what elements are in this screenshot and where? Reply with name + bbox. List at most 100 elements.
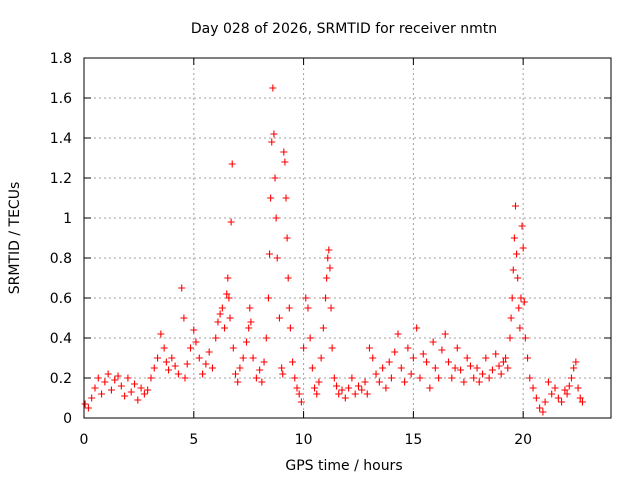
data-point [504, 364, 512, 372]
data-point [127, 388, 135, 396]
data-point [565, 382, 573, 390]
data-point [382, 384, 390, 392]
data-point [554, 394, 562, 402]
data-point [315, 378, 323, 386]
data-point [212, 334, 220, 342]
data-point [232, 370, 240, 378]
data-point [506, 334, 514, 342]
data-point [327, 304, 335, 312]
data-point [372, 370, 380, 378]
data-point [502, 354, 510, 362]
y-tick-label: 1.4 [50, 131, 72, 147]
data-point [520, 298, 528, 306]
y-tick-label: 0.2 [50, 371, 72, 387]
x-tick-label: 5 [189, 432, 198, 448]
data-point [297, 398, 305, 406]
data-point [147, 374, 155, 382]
data-point [180, 314, 188, 322]
data-point [576, 394, 584, 402]
data-point [529, 384, 537, 392]
data-point [518, 222, 526, 230]
data-point [285, 304, 293, 312]
data-point [495, 362, 503, 370]
data-point [404, 344, 412, 352]
data-point [499, 358, 507, 366]
data-point [363, 390, 371, 398]
data-point [304, 304, 312, 312]
data-point [354, 382, 362, 390]
data-point [101, 378, 109, 386]
data-point [558, 398, 566, 406]
y-tick-label: 1 [63, 211, 72, 227]
data-point [306, 334, 314, 342]
data-point [183, 360, 191, 368]
data-point [345, 384, 353, 392]
data-point [269, 84, 277, 92]
data-point [311, 384, 319, 392]
data-point [361, 378, 369, 386]
data-point [507, 314, 515, 322]
data-point [313, 390, 321, 398]
data-point [291, 374, 299, 382]
data-point [284, 274, 292, 282]
data-point [358, 386, 366, 394]
data-point [429, 338, 437, 346]
grid-lines [84, 58, 611, 418]
data-point [84, 404, 92, 412]
data-point [295, 390, 303, 398]
data-point [160, 344, 168, 352]
data-point [293, 384, 301, 392]
plot-area-frame [83, 57, 612, 419]
data-point [192, 338, 200, 346]
data-point [162, 358, 170, 366]
data-point [326, 264, 334, 272]
data-point [473, 364, 481, 372]
data-points [81, 84, 586, 416]
data-point [256, 366, 264, 374]
data-point [413, 324, 421, 332]
data-point [279, 370, 287, 378]
data-point [333, 382, 341, 390]
data-point [511, 202, 519, 210]
data-point [463, 354, 471, 362]
data-point [225, 294, 233, 302]
data-point [202, 360, 210, 368]
data-point [140, 390, 148, 398]
data-point [488, 366, 496, 374]
data-point [328, 344, 336, 352]
data-point [548, 390, 556, 398]
data-point [451, 364, 459, 372]
data-point [266, 250, 274, 258]
x-tick-label: 10 [295, 432, 313, 448]
data-point [178, 284, 186, 292]
data-point [578, 398, 586, 406]
data-point [460, 378, 468, 386]
data-point [448, 374, 456, 382]
data-point [227, 218, 235, 226]
data-point [208, 364, 216, 372]
data-point [214, 318, 222, 326]
data-point [229, 344, 237, 352]
data-point [281, 158, 289, 166]
data-point [532, 394, 540, 402]
data-point [526, 374, 534, 382]
data-point [482, 354, 490, 362]
data-point [457, 366, 465, 374]
data-point [561, 386, 569, 394]
y-tick-label: 0.4 [50, 331, 72, 347]
data-point [391, 348, 399, 356]
y-axis-label: SRMTID / TECUs [7, 182, 23, 295]
y-tick-label: 0 [63, 411, 72, 427]
x-tick-label: 0 [80, 432, 89, 448]
data-point [289, 358, 297, 366]
data-point [517, 294, 525, 302]
x-axis-label: GPS time / hours [285, 458, 402, 474]
data-point [466, 362, 474, 370]
data-point [394, 330, 402, 338]
data-point [435, 374, 443, 382]
data-point [150, 364, 158, 372]
data-point [302, 294, 310, 302]
data-point [174, 370, 182, 378]
data-point [239, 354, 247, 362]
